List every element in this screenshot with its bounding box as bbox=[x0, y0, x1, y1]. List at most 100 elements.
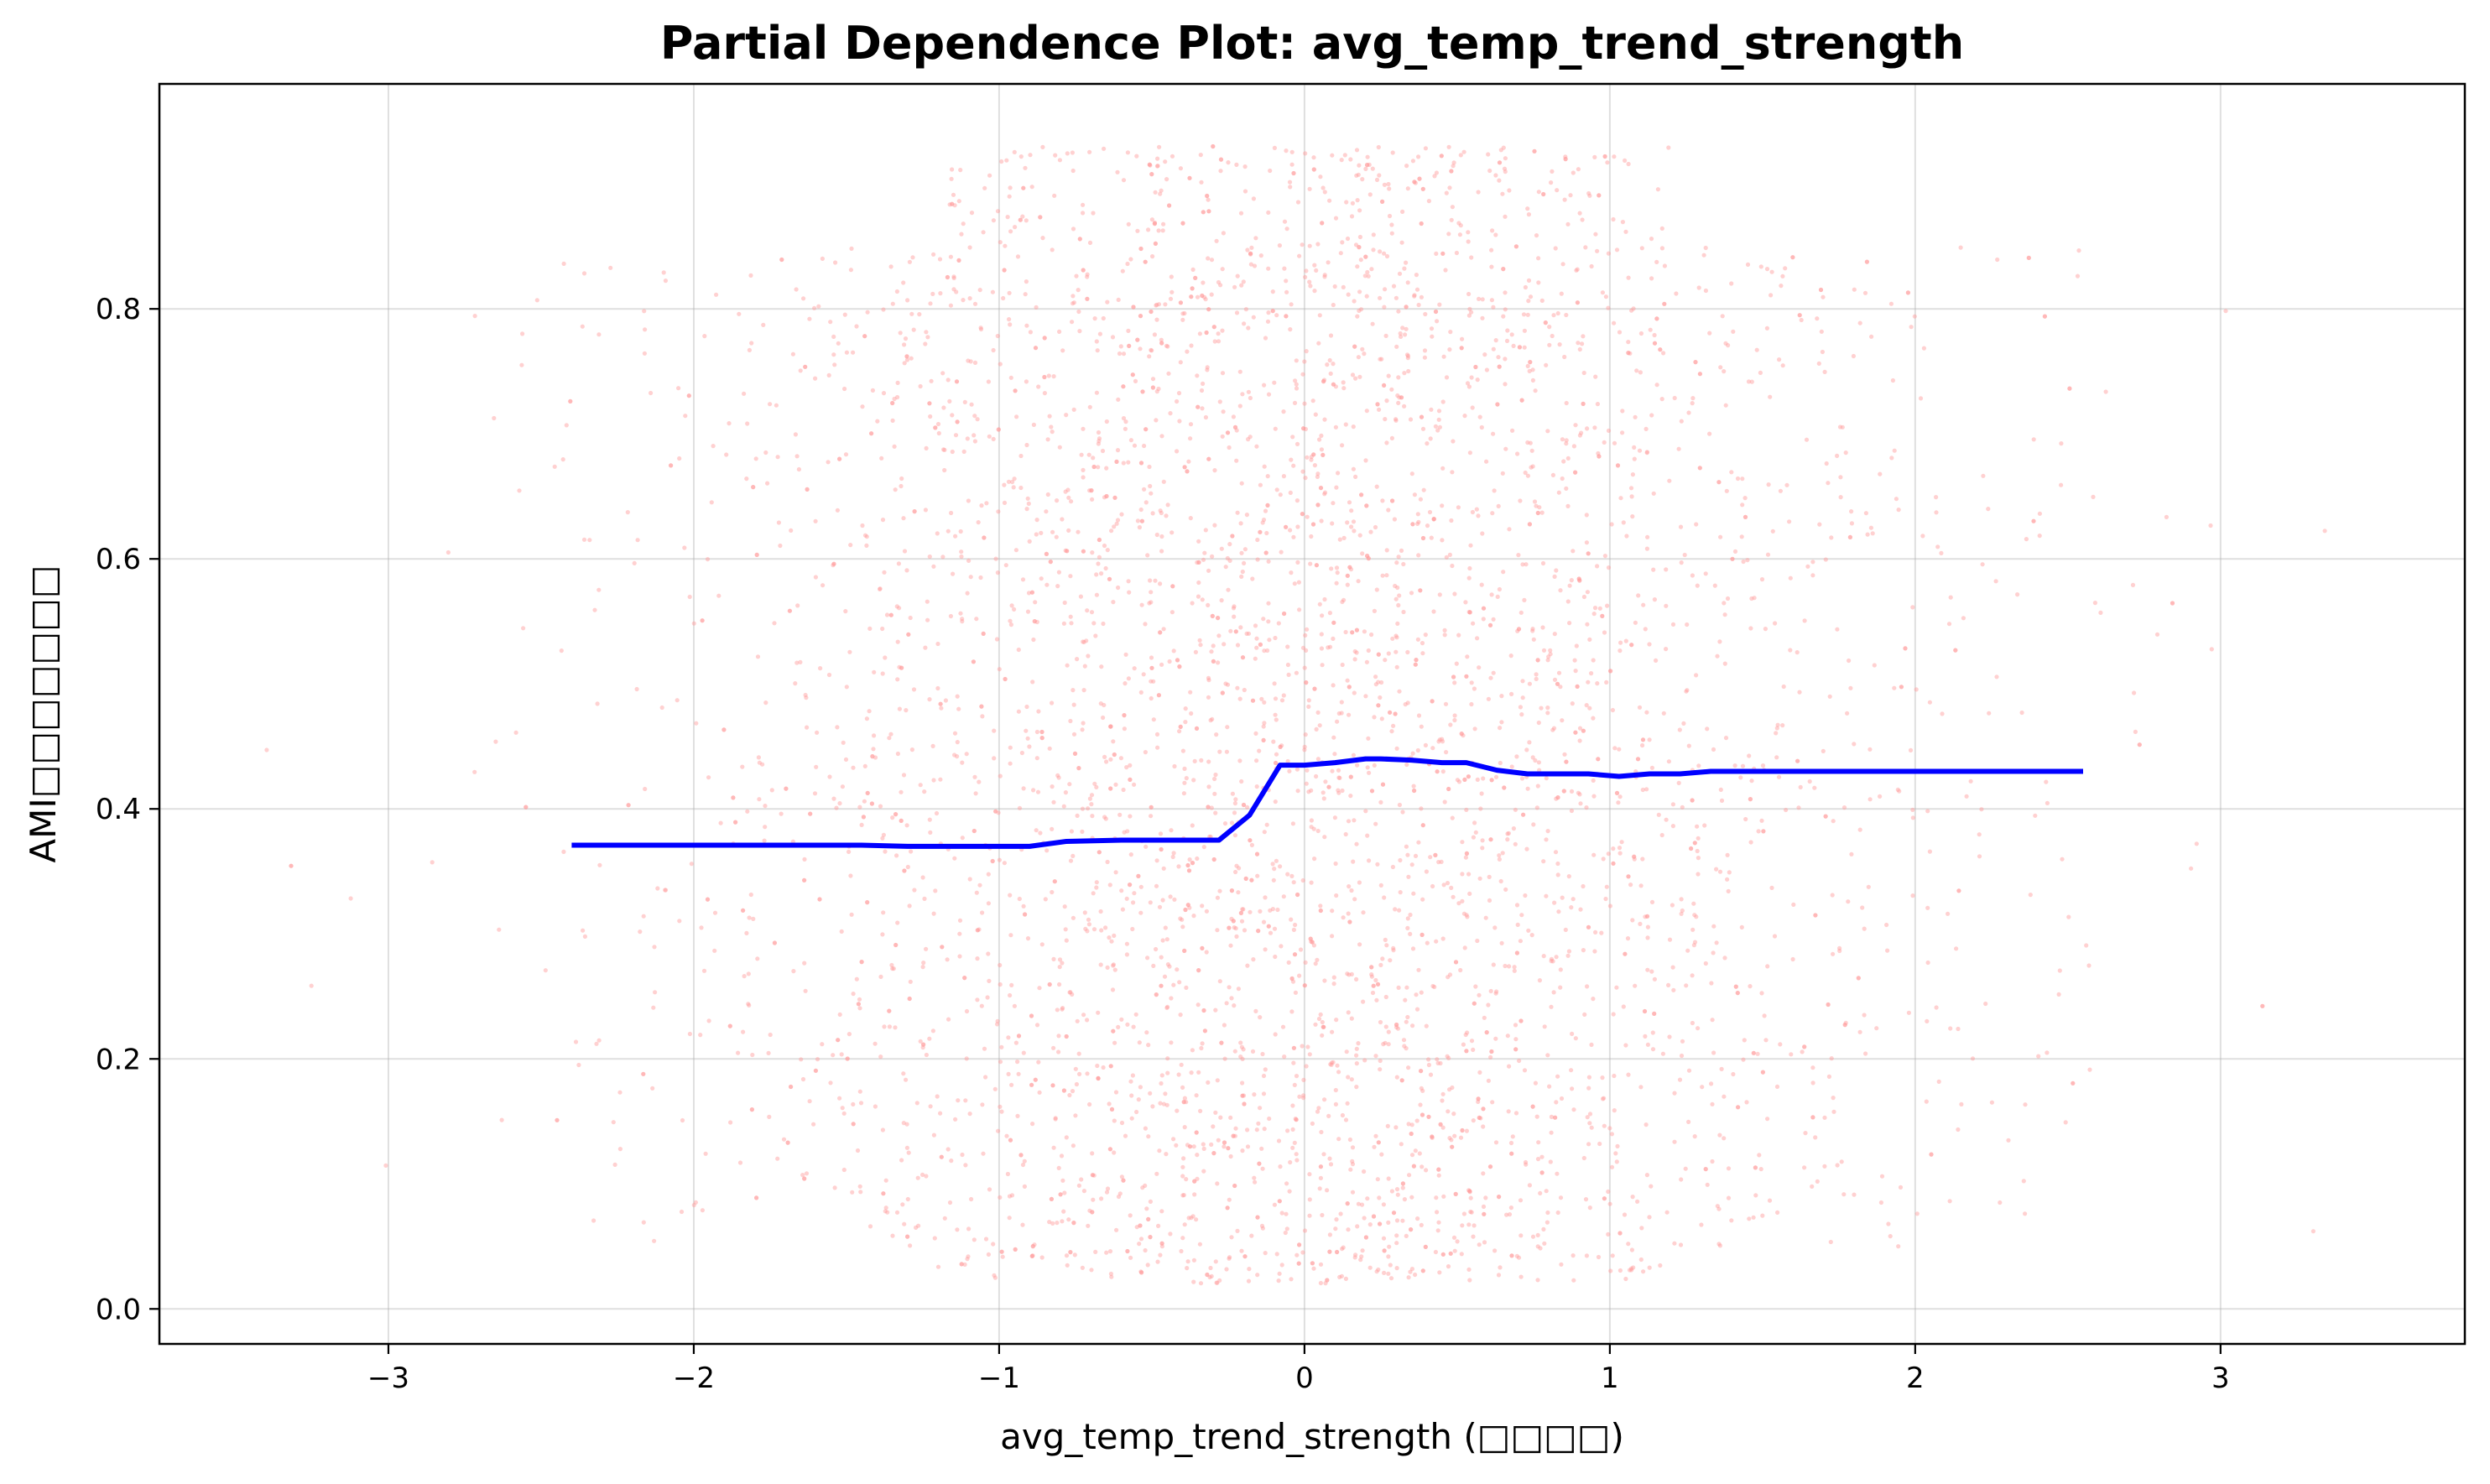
scatter-point bbox=[1053, 1117, 1058, 1122]
scatter-point bbox=[1461, 1211, 1466, 1216]
scatter-point bbox=[1970, 1056, 1976, 1061]
scatter-point bbox=[1612, 746, 1617, 751]
scatter-point bbox=[591, 1218, 596, 1223]
scatter-point bbox=[1491, 617, 1496, 622]
scatter-point bbox=[1102, 543, 1107, 549]
scatter-point bbox=[1690, 798, 1695, 803]
scatter-point bbox=[1487, 168, 1492, 174]
scatter-point bbox=[1266, 266, 1271, 271]
scatter-point bbox=[1039, 942, 1044, 947]
scatter-point bbox=[1534, 672, 1539, 677]
scatter-point bbox=[1087, 240, 1093, 245]
scatter-point bbox=[1205, 193, 1210, 199]
scatter-point bbox=[1143, 844, 1149, 849]
scatter-point bbox=[1558, 985, 1563, 990]
scatter-point bbox=[1417, 176, 1422, 181]
scatter-point bbox=[1097, 537, 1102, 543]
scatter-point bbox=[1207, 1274, 1212, 1280]
scatter-point bbox=[1096, 1075, 1101, 1080]
scatter-point bbox=[1242, 687, 1247, 693]
scatter-point bbox=[1394, 344, 1399, 349]
scatter-point bbox=[2057, 968, 2062, 973]
scatter-point bbox=[1452, 713, 1457, 718]
scatter-point bbox=[1225, 1205, 1230, 1211]
scatter-point bbox=[924, 1052, 929, 1058]
scatter-point bbox=[1864, 259, 1869, 264]
scatter-point bbox=[884, 612, 890, 617]
scatter-point bbox=[1065, 487, 1070, 492]
scatter-point bbox=[1493, 774, 1499, 779]
scatter-point bbox=[1512, 965, 1517, 970]
scatter-point bbox=[1469, 255, 1474, 260]
scatter-point bbox=[1284, 227, 1289, 232]
scatter-point bbox=[1317, 601, 1322, 607]
scatter-point bbox=[1558, 967, 1563, 972]
scatter-point bbox=[1372, 1144, 1377, 1149]
scatter-point bbox=[2024, 537, 2029, 542]
scatter-point bbox=[1781, 684, 1786, 690]
scatter-point bbox=[1128, 1213, 1133, 1218]
scatter-point bbox=[1117, 351, 1123, 357]
scatter-point bbox=[1070, 915, 1076, 920]
scatter-point bbox=[1437, 592, 1442, 597]
scatter-point bbox=[1404, 305, 1409, 310]
scatter-point bbox=[998, 1060, 1003, 1065]
scatter-point bbox=[1232, 1049, 1237, 1054]
scatter-point bbox=[1560, 476, 1565, 482]
scatter-point bbox=[1455, 1239, 1460, 1244]
scatter-point bbox=[1376, 1140, 1381, 1145]
scatter-point bbox=[1993, 579, 1998, 584]
scatter-point bbox=[839, 1052, 844, 1057]
scatter-point bbox=[1121, 461, 1126, 466]
scatter-point bbox=[1339, 700, 1344, 705]
scatter-point bbox=[1758, 264, 1763, 269]
scatter-point bbox=[1544, 776, 1549, 781]
scatter-point bbox=[1365, 154, 1370, 159]
scatter-point bbox=[1514, 950, 1519, 955]
scatter-point bbox=[1024, 704, 1029, 710]
scatter-point bbox=[1393, 907, 1398, 912]
scatter-point bbox=[1530, 464, 1535, 469]
scatter-point bbox=[1360, 551, 1365, 556]
scatter-point bbox=[1315, 471, 1321, 476]
scatter-point bbox=[1487, 622, 1493, 627]
scatter-point bbox=[1216, 331, 1221, 336]
scatter-point bbox=[1314, 563, 1319, 568]
scatter-point bbox=[1640, 737, 1646, 742]
scatter-point bbox=[1401, 609, 1406, 615]
scatter-point bbox=[1177, 980, 1182, 985]
scatter-point bbox=[817, 897, 822, 902]
scatter-point bbox=[1530, 628, 1535, 633]
scatter-point bbox=[1165, 344, 1170, 349]
scatter-point bbox=[1413, 662, 1418, 667]
scatter-point bbox=[1186, 459, 1191, 464]
scatter-point bbox=[1090, 497, 1095, 502]
scatter-point bbox=[1090, 1151, 1095, 1156]
scatter-point bbox=[1412, 293, 1417, 298]
scatter-point bbox=[1314, 563, 1319, 568]
scatter-point bbox=[998, 773, 1003, 778]
scatter-point bbox=[1342, 153, 1347, 158]
scatter-point bbox=[1649, 969, 1654, 974]
scatter-point bbox=[1063, 489, 1068, 494]
scatter-point bbox=[924, 946, 929, 951]
scatter-point bbox=[1540, 560, 1546, 566]
scatter-point bbox=[1179, 1062, 1184, 1067]
scatter-point bbox=[1350, 630, 1355, 635]
scatter-point bbox=[1463, 855, 1468, 860]
scatter-point bbox=[1551, 726, 1557, 731]
scatter-point bbox=[892, 444, 897, 449]
scatter-point bbox=[1050, 529, 1055, 534]
scatter-point bbox=[1696, 285, 1701, 290]
scatter-point bbox=[2189, 866, 2194, 871]
scatter-point bbox=[1312, 686, 1317, 691]
scatter-point bbox=[1398, 331, 1403, 336]
scatter-point bbox=[981, 230, 986, 235]
scatter-point bbox=[1138, 246, 1143, 252]
scatter-point bbox=[1255, 1215, 1260, 1220]
scatter-point bbox=[1718, 787, 1723, 793]
scatter-point bbox=[1213, 810, 1218, 815]
scatter-point bbox=[1248, 838, 1253, 843]
scatter-point bbox=[1518, 1198, 1524, 1203]
scatter-point bbox=[1182, 780, 1187, 785]
